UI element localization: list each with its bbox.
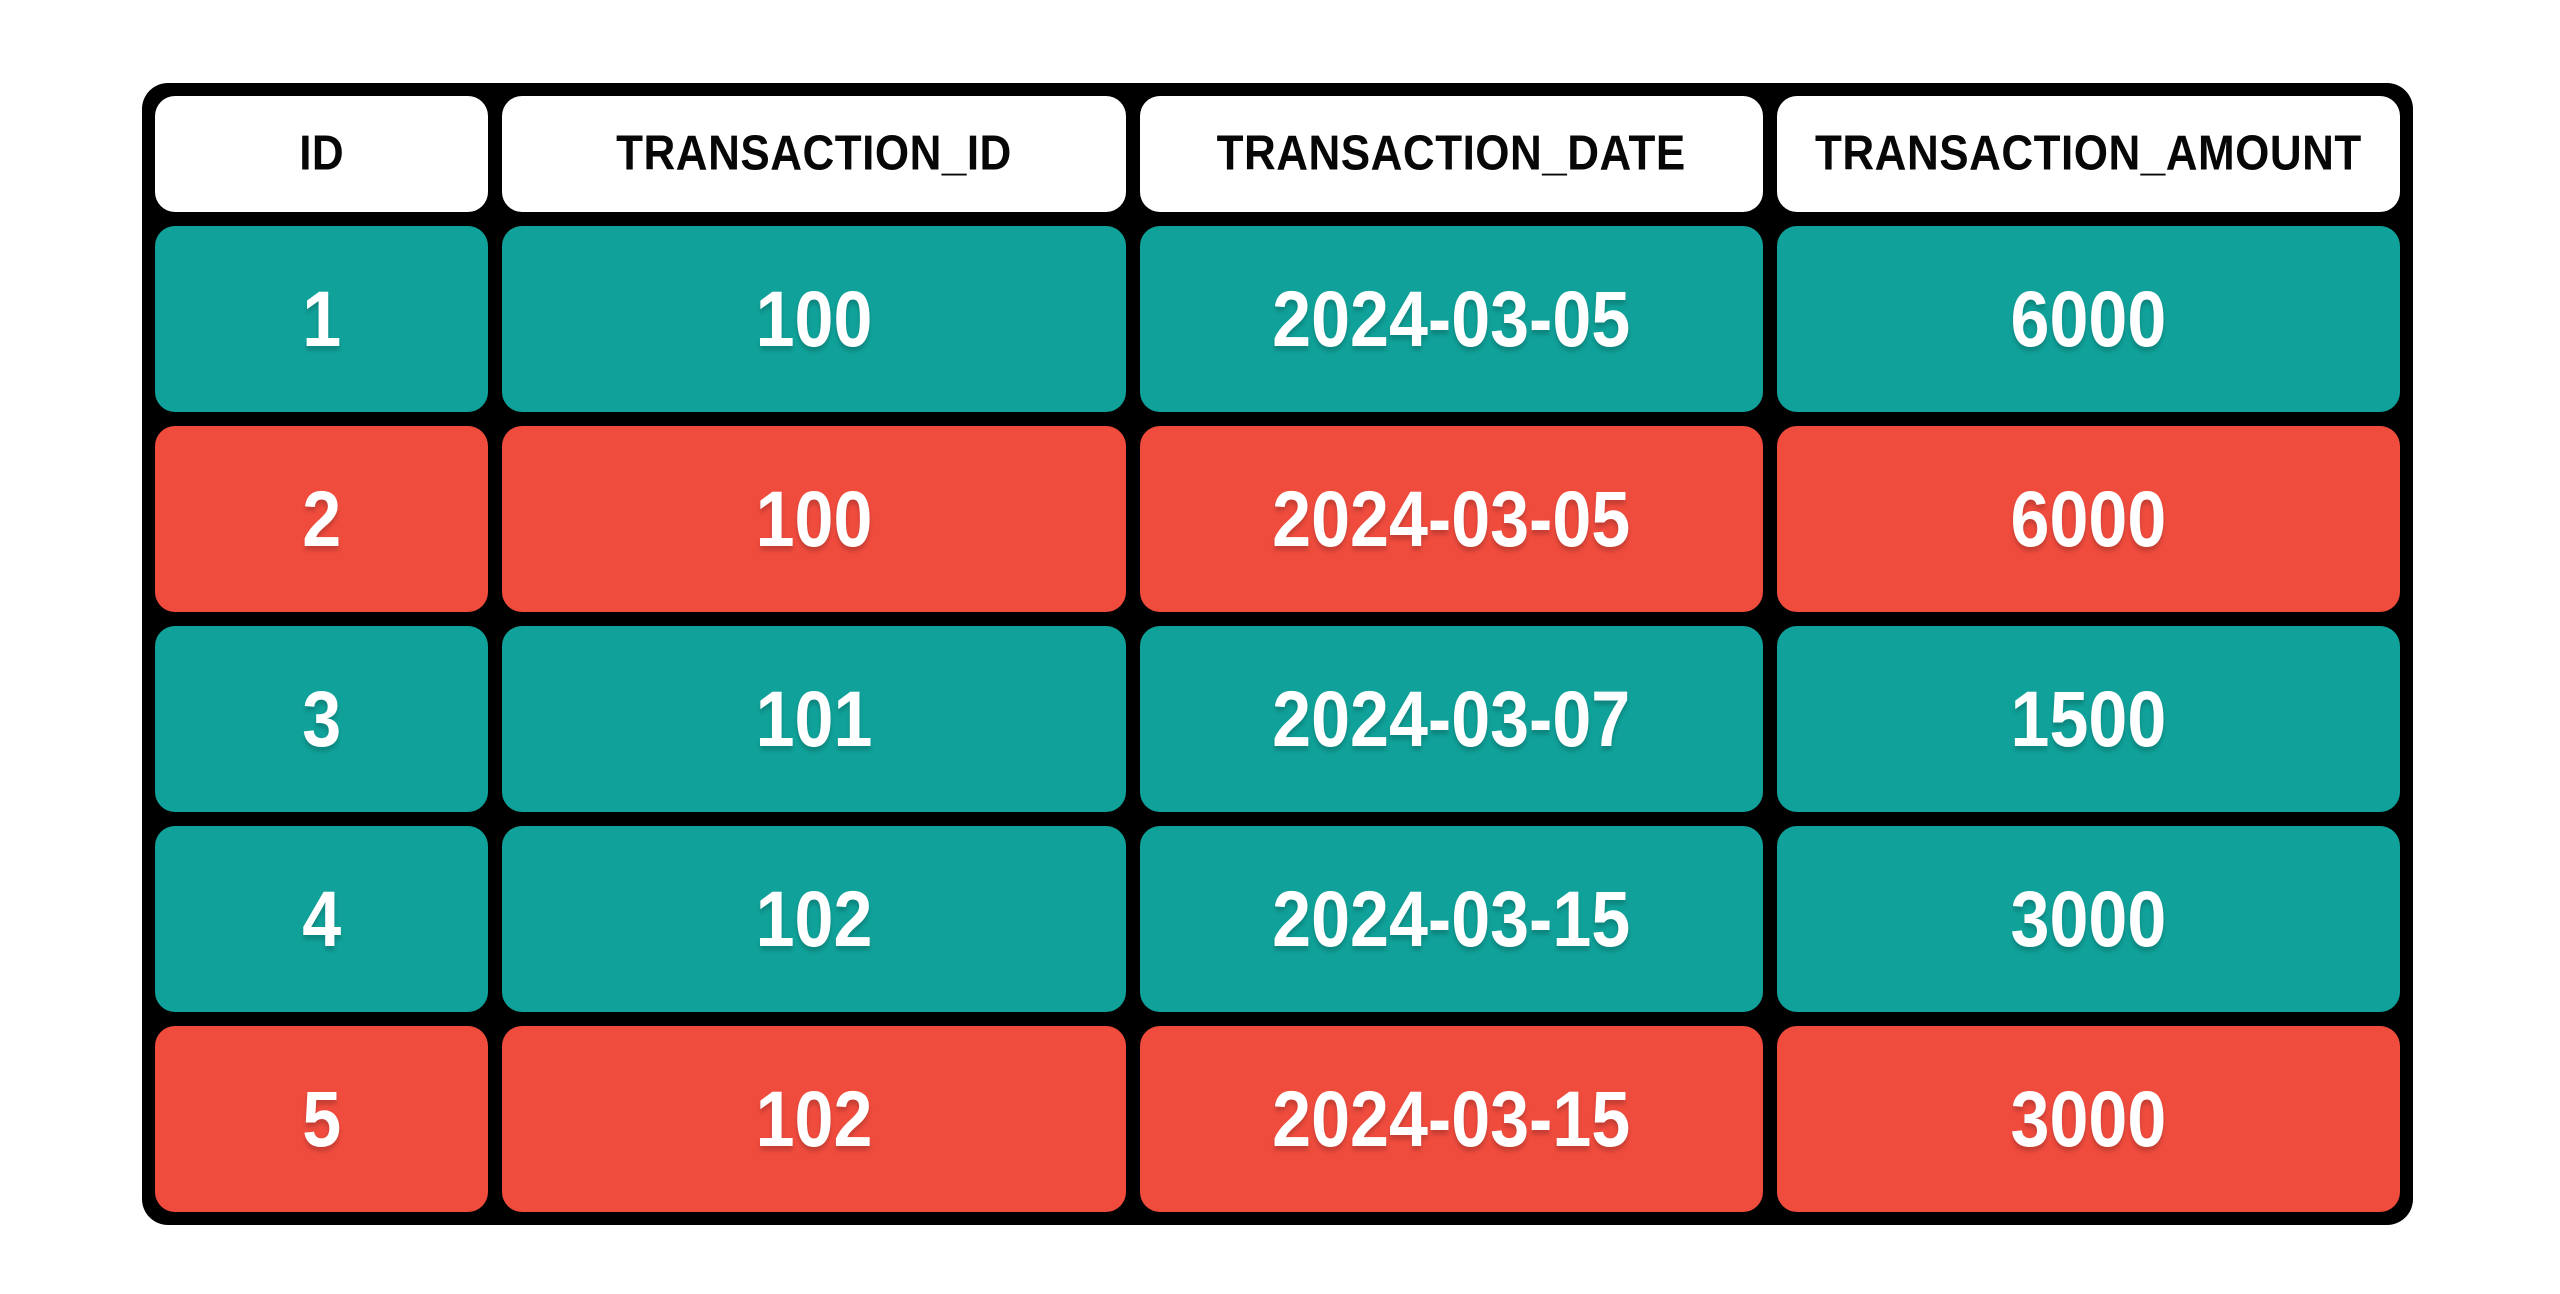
cell-transaction-date-value: 2024-03-05 [1272,475,1631,563]
cell-transaction-id-value: 102 [755,875,873,963]
table-cell: 3000 [1776,825,2400,1012]
cell-transaction-id-value: 101 [755,675,873,763]
table-cell: 100 [502,225,1126,412]
cell-id-value: 1 [302,275,342,363]
table-cell: 102 [502,825,1126,1012]
table-cell: 6000 [1776,225,2400,412]
table-cell: 3000 [1776,1025,2400,1212]
table-cell: 102 [502,1025,1126,1212]
table-cell: 2024-03-05 [1139,425,1763,612]
cell-id-value: 4 [302,875,342,963]
table-cell: 6000 [1776,425,2400,612]
cell-transaction-id-value: 100 [755,275,873,363]
cell-transaction-date-value: 2024-03-05 [1272,275,1631,363]
table-cell: 1 [155,225,489,412]
table-cell: 1500 [1776,625,2400,812]
table-cell: 2 [155,425,489,612]
column-header-transaction-id: TRANSACTION_ID [502,96,1126,212]
table-cell: 2024-03-05 [1139,225,1763,412]
table-cell: 101 [502,625,1126,812]
column-header-transaction-id-label: TRANSACTION_ID [616,125,1012,181]
cell-transaction-amount-value: 3000 [2010,875,2167,963]
cell-transaction-amount-value: 1500 [2010,675,2167,763]
cell-transaction-date-value: 2024-03-15 [1272,875,1631,963]
table-cell: 100 [502,425,1126,612]
transactions-table: ID TRANSACTION_ID TRANSACTION_DATE TRANS… [142,83,2413,1225]
cell-id-value: 3 [302,675,342,763]
table-cell: 5 [155,1025,489,1212]
column-header-transaction-amount: TRANSACTION_AMOUNT [1776,96,2400,212]
column-header-transaction-date: TRANSACTION_DATE [1139,96,1763,212]
table-cell: 3 [155,625,489,812]
cell-transaction-id-value: 102 [755,1075,873,1163]
cell-transaction-date-value: 2024-03-15 [1272,1075,1631,1163]
column-header-transaction-amount-label: TRANSACTION_AMOUNT [1815,125,2362,181]
cell-transaction-amount-value: 6000 [2010,275,2167,363]
cell-transaction-date-value: 2024-03-07 [1272,675,1631,763]
table-cell: 2024-03-15 [1139,1025,1763,1212]
cell-transaction-id-value: 100 [755,475,873,563]
column-header-id: ID [155,96,489,212]
table-cell: 2024-03-15 [1139,825,1763,1012]
table-cell: 2024-03-07 [1139,625,1763,812]
cell-transaction-amount-value: 3000 [2010,1075,2167,1163]
table-cell: 4 [155,825,489,1012]
cell-id-value: 2 [302,475,342,563]
cell-transaction-amount-value: 6000 [2010,475,2167,563]
column-header-id-label: ID [299,125,345,181]
column-header-transaction-date-label: TRANSACTION_DATE [1216,125,1686,181]
cell-id-value: 5 [302,1075,342,1163]
